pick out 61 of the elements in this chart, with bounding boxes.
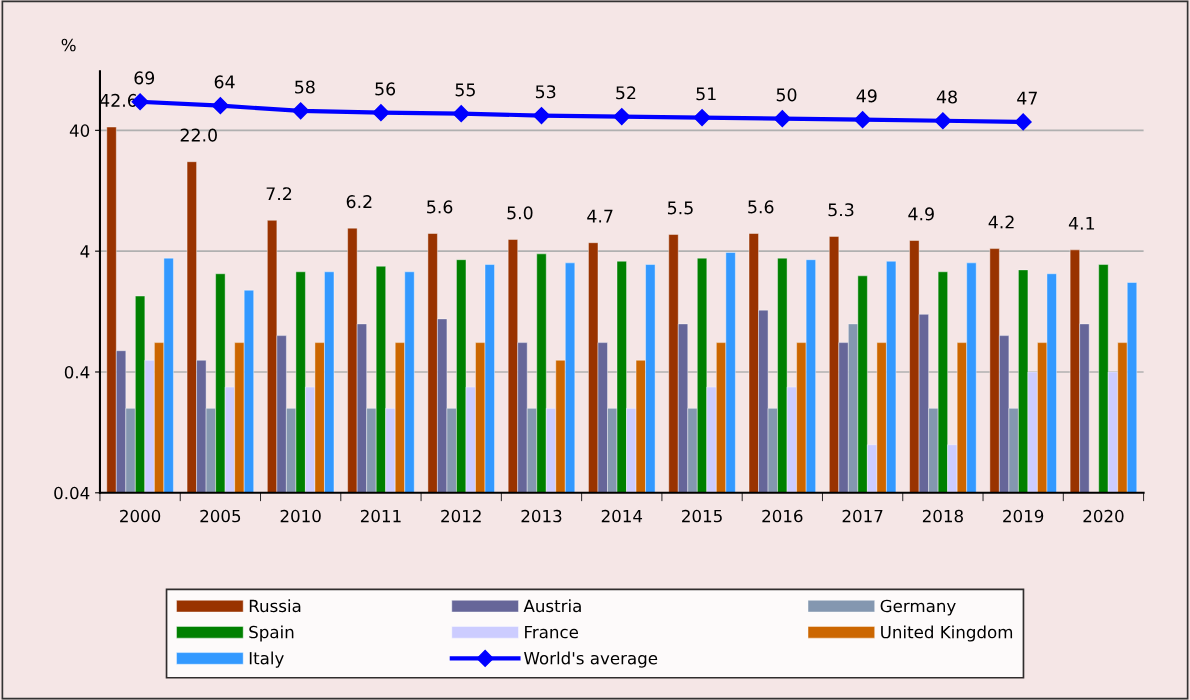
x-tick-label: 2020 — [1083, 509, 1124, 523]
y-axis-title: % — [61, 38, 76, 52]
point — [532, 107, 551, 125]
data-label: 5.6 — [748, 200, 774, 214]
data-label: 69 — [134, 71, 155, 85]
legend-label: Italy — [249, 651, 284, 668]
data-label: 7.2 — [266, 187, 292, 201]
data-label: 5.5 — [667, 201, 693, 215]
data-label: 50 — [776, 88, 797, 102]
data-label: 51 — [696, 87, 716, 101]
point — [452, 105, 470, 123]
x-tick-label: 2019 — [1003, 509, 1044, 523]
y-tick-label: 0.04 — [54, 486, 90, 500]
legend-label: Russia — [249, 599, 301, 613]
point — [1014, 113, 1032, 131]
data-label: 4.9 — [908, 207, 934, 221]
x-tick-label: 2014 — [601, 509, 643, 523]
legend-label: United Kingdom — [881, 625, 1013, 642]
data-label: 49 — [856, 89, 877, 103]
x-tick-label: 2018 — [922, 509, 963, 523]
point — [934, 112, 952, 130]
point — [773, 110, 791, 128]
y-tick-label: 40 — [69, 124, 90, 137]
data-label: 56 — [375, 82, 396, 96]
data-label: 64 — [214, 75, 235, 89]
data-label: 4.2 — [988, 215, 1014, 229]
point — [211, 97, 229, 115]
x-tick-label: 2013 — [521, 509, 562, 523]
data-label: 4.1 — [1068, 216, 1095, 230]
x-tick-label: 2005 — [200, 509, 241, 523]
data-label: 5.3 — [828, 203, 854, 217]
data-label: 58 — [295, 80, 315, 94]
x-tick-label: 2011 — [360, 509, 401, 523]
x-tick-label: 2016 — [762, 509, 803, 523]
x-tick-label: 2010 — [280, 509, 321, 523]
data-label: 47 — [1017, 91, 1037, 105]
data-label: 55 — [455, 83, 475, 97]
data-label: 5.6 — [427, 200, 453, 214]
x-tick-label: 2017 — [842, 509, 883, 523]
point — [693, 109, 711, 127]
point — [372, 104, 390, 122]
legend-label: World's average — [524, 651, 658, 668]
data-label: 48 — [936, 90, 957, 104]
point — [613, 108, 631, 126]
legend-label: France — [525, 625, 579, 639]
data-label: 5.0 — [507, 206, 533, 220]
data-label: 53 — [535, 85, 556, 99]
legend-label: Spain — [249, 625, 294, 642]
point — [292, 102, 310, 120]
data-label: 4.7 — [587, 209, 613, 223]
y-tick-label: 4 — [80, 245, 90, 258]
legend-label: Austria — [523, 599, 581, 613]
data-label: 22.0 — [180, 128, 217, 142]
y-tick-label: 0.4 — [64, 365, 90, 379]
x-tick-label: 2000 — [120, 509, 161, 523]
data-label: 52 — [616, 86, 636, 100]
x-tick-label: 2012 — [441, 509, 481, 523]
legend-label: Germany — [880, 599, 956, 616]
x-tick-label: 2015 — [682, 509, 722, 523]
point — [854, 111, 872, 129]
data-label: 6.2 — [346, 195, 372, 209]
